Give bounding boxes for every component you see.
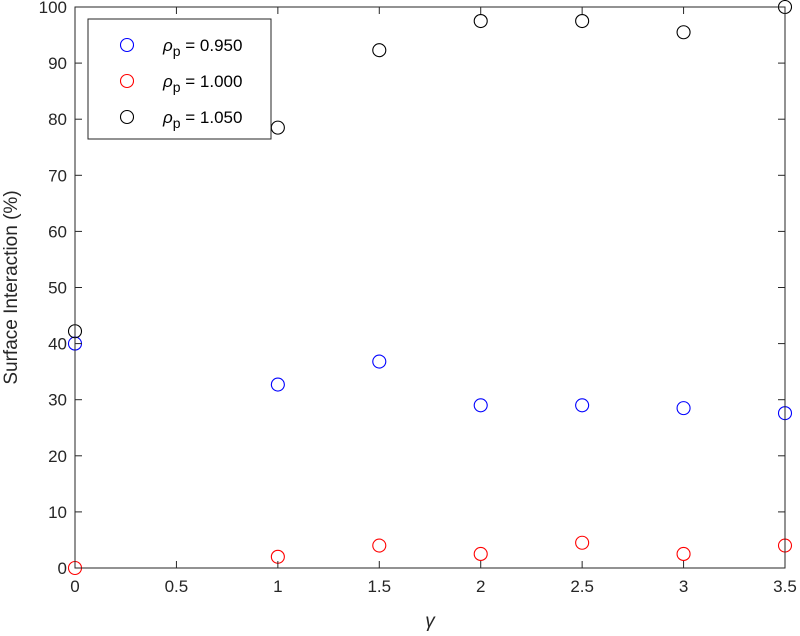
y-tick-label: 30 xyxy=(48,391,67,410)
legend-marker xyxy=(119,37,135,53)
y-tick-label: 0 xyxy=(58,559,67,578)
series-1 xyxy=(67,535,793,576)
data-point xyxy=(575,535,590,550)
data-point xyxy=(372,354,387,369)
data-point xyxy=(575,13,590,29)
y-tick-label: 20 xyxy=(48,447,67,466)
y-tick-label: 80 xyxy=(48,110,67,129)
x-tick-label: 0.5 xyxy=(165,577,189,596)
data-point xyxy=(676,546,691,562)
x-tick-label: 2 xyxy=(476,577,485,596)
data-point xyxy=(473,398,488,413)
legend-item: ρp = 0.950 xyxy=(119,36,242,59)
axis-ticks: 0 0.5 1 1.5 2 2.5 3 3.5 0 10 20 30 40 50 60 70 80 90 100 xyxy=(39,0,797,596)
data-point xyxy=(372,538,387,553)
legend-label: ρp = 1.000 xyxy=(162,72,242,95)
data-point xyxy=(473,546,488,562)
x-tick-label: 2.5 xyxy=(570,577,594,596)
x-axis-label: γ xyxy=(425,611,436,632)
legend-marker xyxy=(119,109,135,125)
legend-item: ρp = 1.050 xyxy=(119,108,242,131)
x-tick-label: 3 xyxy=(679,577,688,596)
data-point xyxy=(676,25,691,40)
data-point xyxy=(473,13,488,29)
y-tick-label: 40 xyxy=(48,335,67,354)
y-tick-label: 70 xyxy=(48,166,67,185)
legend-box xyxy=(87,18,272,140)
data-point xyxy=(270,120,285,135)
x-tick-label: 1.5 xyxy=(367,577,391,596)
x-tick-label: 3.5 xyxy=(773,577,797,596)
x-tick-label: 0 xyxy=(70,577,79,596)
y-axis-label: Surface Interaction (%) xyxy=(1,190,22,384)
legend-item: ρp = 1.000 xyxy=(119,72,242,95)
x-tick-label: 1 xyxy=(273,577,282,596)
y-tick-label: 60 xyxy=(48,222,67,241)
legend-marker xyxy=(119,73,135,89)
y-tick-label: 100 xyxy=(39,0,67,17)
y-tick-label: 50 xyxy=(48,279,67,298)
data-point xyxy=(575,398,590,413)
plot-marks xyxy=(67,0,793,576)
y-tick-label: 90 xyxy=(48,54,67,73)
legend: ρp = 0.950 ρp = 1.000 ρp = 1.050 xyxy=(87,18,272,140)
legend-label: ρp = 0.950 xyxy=(162,36,242,59)
data-point xyxy=(270,377,285,392)
legend-label: ρp = 1.050 xyxy=(162,108,242,131)
data-point xyxy=(372,43,387,58)
data-point xyxy=(676,401,691,416)
y-tick-label: 10 xyxy=(48,503,67,522)
series-0 xyxy=(67,336,793,421)
